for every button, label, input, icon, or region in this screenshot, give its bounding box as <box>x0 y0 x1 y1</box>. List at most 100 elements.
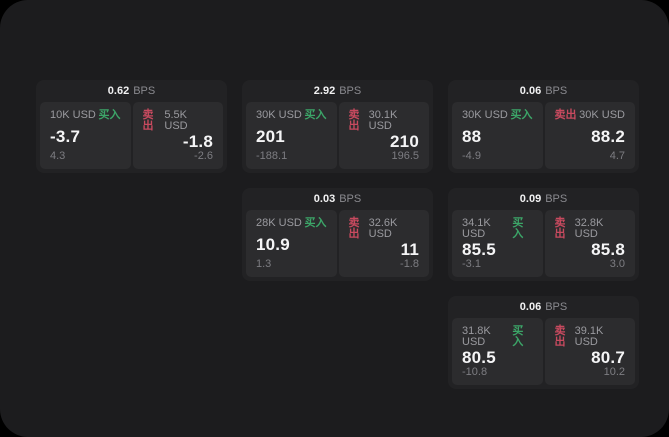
sell-tile[interactable]: 卖出 5.5K USD -1.8 -2.6 <box>132 102 223 169</box>
buy-subvalue: -10.8 <box>462 366 488 378</box>
quote-card: 2.92 BPS 30K USD 买入 201 -188.1 卖出 30.1K … <box>242 80 433 173</box>
sell-size: 5.5K USD <box>164 109 188 132</box>
sell-label: 卖出 <box>554 217 566 240</box>
sell-label: 卖出 <box>348 109 360 132</box>
buy-size: 28K USD <box>256 217 302 229</box>
quote-grid: 0.62 BPS 10K USD 买入 -3.7 4.3 卖出 5.5K USD <box>36 80 639 389</box>
sell-price: -1.8 <box>182 132 213 151</box>
sell-price: 88.2 <box>591 126 625 146</box>
buy-subvalue: -4.9 <box>462 150 481 162</box>
sell-size: 30K USD <box>579 109 625 121</box>
spread-unit: BPS <box>133 85 156 97</box>
sell-tile-header: 卖出 32.8K USD <box>555 218 626 240</box>
quote-card: 0.06 BPS 30K USD 买入 88 -4.9 卖出 30K USD <box>448 80 639 173</box>
sell-tile[interactable]: 卖出 32.8K USD 85.8 3.0 <box>544 210 635 277</box>
sell-size: 32.6K USD <box>368 217 398 240</box>
spread-header: 2.92 BPS <box>242 80 433 102</box>
sell-tile-header: 卖出 30.1K USD <box>349 110 420 132</box>
spread-header: 0.62 BPS <box>36 80 227 102</box>
buy-subvalue: 1.3 <box>256 258 272 270</box>
buy-tile[interactable]: 31.8K USD 买入 80.5 -10.8 <box>452 318 543 385</box>
quote-card: 0.62 BPS 10K USD 买入 -3.7 4.3 卖出 5.5K USD <box>36 80 227 173</box>
buy-label: 买入 <box>98 109 121 121</box>
sell-tile-header: 卖出 32.6K USD <box>349 218 420 240</box>
buy-price: 80.5 <box>462 348 496 367</box>
buy-label: 买入 <box>510 109 533 121</box>
spread-header: 0.09 BPS <box>448 188 639 210</box>
sell-tile-header: 卖出 30K USD <box>555 110 626 121</box>
buy-size: 31.8K USD <box>462 325 491 348</box>
spread-value: 0.03 <box>313 193 336 205</box>
quote-card: 0.09 BPS 34.1K USD 买入 85.5 -3.1 卖出 32.8K… <box>448 188 639 281</box>
buy-tile-header: 31.8K USD 买入 <box>462 326 533 348</box>
sell-tile[interactable]: 卖出 30K USD 88.2 4.7 <box>544 102 635 169</box>
sell-label: 卖出 <box>142 109 154 132</box>
quote-body: 30K USD 买入 201 -188.1 卖出 30.1K USD 210 1… <box>242 102 433 173</box>
buy-size: 30K USD <box>256 109 302 121</box>
sell-price: 80.7 <box>591 348 625 367</box>
sell-subvalue: 10.2 <box>603 366 625 378</box>
buy-label: 买入 <box>304 109 327 121</box>
spread-unit: BPS <box>545 85 568 97</box>
sell-subvalue: -1.8 <box>400 258 419 270</box>
sell-tile-header: 卖出 5.5K USD <box>143 110 214 132</box>
buy-price: -3.7 <box>50 126 81 146</box>
spread-unit: BPS <box>545 193 568 205</box>
buy-price: 88 <box>462 126 482 146</box>
quote-body: 31.8K USD 买入 80.5 -10.8 卖出 39.1K USD 80.… <box>448 318 639 389</box>
quote-card: 0.03 BPS 28K USD 买入 10.9 1.3 卖出 32.6K US… <box>242 188 433 281</box>
spread-value: 0.06 <box>519 301 542 313</box>
spread-unit: BPS <box>545 301 568 313</box>
sell-tile[interactable]: 卖出 39.1K USD 80.7 10.2 <box>544 318 635 385</box>
sell-label: 卖出 <box>554 325 566 348</box>
sell-tile-header: 卖出 39.1K USD <box>555 326 626 348</box>
spread-header: 0.06 BPS <box>448 80 639 102</box>
buy-label: 买入 <box>512 217 524 240</box>
sell-size: 39.1K USD <box>574 325 604 348</box>
sell-subvalue: -2.6 <box>194 150 213 162</box>
spread-unit: BPS <box>339 85 362 97</box>
buy-subvalue: -3.1 <box>462 258 481 270</box>
spread-value: 2.92 <box>313 85 336 97</box>
sell-price: 210 <box>390 132 419 151</box>
buy-size: 10K USD <box>50 109 96 121</box>
quote-body: 34.1K USD 买入 85.5 -3.1 卖出 32.8K USD 85.8… <box>448 210 639 281</box>
quote-body: 10K USD 买入 -3.7 4.3 卖出 5.5K USD -1.8 -2.… <box>36 102 227 173</box>
spread-value: 0.09 <box>519 193 542 205</box>
buy-tile[interactable]: 30K USD 买入 201 -188.1 <box>246 102 337 169</box>
quote-body: 28K USD 买入 10.9 1.3 卖出 32.6K USD 11 -1.8 <box>242 210 433 281</box>
buy-subvalue: -188.1 <box>256 150 288 162</box>
sell-label: 卖出 <box>554 109 577 121</box>
buy-tile[interactable]: 30K USD 买入 88 -4.9 <box>452 102 543 169</box>
sell-price: 85.8 <box>591 240 625 259</box>
buy-subvalue: 4.3 <box>50 150 66 162</box>
spread-header: 0.06 BPS <box>448 296 639 318</box>
buy-tile-header: 30K USD 买入 <box>256 110 327 121</box>
buy-tile[interactable]: 34.1K USD 买入 85.5 -3.1 <box>452 210 543 277</box>
sell-subvalue: 196.5 <box>391 150 419 162</box>
buy-tile-header: 28K USD 买入 <box>256 218 327 229</box>
buy-tile-header: 30K USD 买入 <box>462 110 533 121</box>
quote-body: 30K USD 买入 88 -4.9 卖出 30K USD 88.2 4.7 <box>448 102 639 173</box>
buy-size: 34.1K USD <box>462 217 491 240</box>
spread-value: 0.06 <box>519 85 542 97</box>
sell-tile[interactable]: 卖出 30.1K USD 210 196.5 <box>338 102 429 169</box>
spread-header: 0.03 BPS <box>242 188 433 210</box>
buy-tile-header: 34.1K USD 买入 <box>462 218 533 240</box>
buy-tile-header: 10K USD 买入 <box>50 110 121 121</box>
sell-price: 11 <box>400 240 419 259</box>
buy-price: 201 <box>256 126 285 146</box>
sell-size: 30.1K USD <box>368 109 398 132</box>
buy-price: 10.9 <box>256 234 290 254</box>
buy-tile[interactable]: 28K USD 买入 10.9 1.3 <box>246 210 337 277</box>
sell-tile[interactable]: 卖出 32.6K USD 11 -1.8 <box>338 210 429 277</box>
buy-label: 买入 <box>304 217 327 229</box>
sell-subvalue: 4.7 <box>609 150 625 162</box>
buy-tile[interactable]: 10K USD 买入 -3.7 4.3 <box>40 102 131 169</box>
sell-subvalue: 3.0 <box>609 258 625 270</box>
spread-value: 0.62 <box>107 85 130 97</box>
quote-card: 0.06 BPS 31.8K USD 买入 80.5 -10.8 卖出 39.1… <box>448 296 639 389</box>
spread-unit: BPS <box>339 193 362 205</box>
sell-size: 32.8K USD <box>574 217 604 240</box>
buy-label: 买入 <box>512 325 524 348</box>
